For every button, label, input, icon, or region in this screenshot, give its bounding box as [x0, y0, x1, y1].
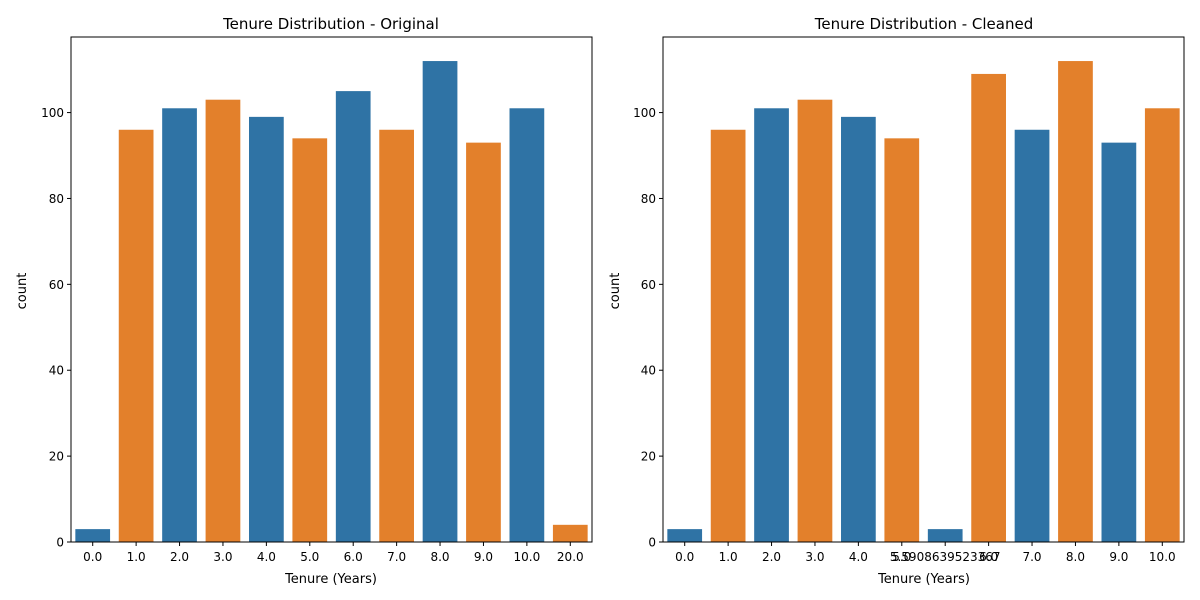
bar — [841, 116, 876, 543]
chart-original: Tenure Distribution - Original Tenure (Y… — [15, 15, 593, 587]
bar — [797, 99, 833, 542]
bar — [884, 138, 920, 542]
x-tick-label: 5.0 — [892, 550, 911, 564]
bar — [552, 524, 588, 542]
bar — [118, 129, 154, 542]
y-tick-label: 100 — [633, 106, 656, 120]
bar — [1144, 108, 1180, 542]
x-tick-label: 1.0 — [719, 550, 738, 564]
x-tick-label: 10.0 — [514, 550, 541, 564]
y-tick-label: 60 — [49, 278, 64, 292]
bar — [1101, 142, 1137, 542]
chart-title: Tenure Distribution - Cleaned — [814, 15, 1033, 33]
x-tick-label: 4.0 — [257, 550, 276, 564]
y-tick-label: 0 — [648, 536, 656, 550]
y-tick-label: 80 — [641, 192, 656, 206]
x-tick-label: 2.0 — [170, 550, 189, 564]
bar — [971, 73, 1006, 543]
x-tick-label: 1.0 — [127, 550, 146, 564]
bar — [509, 108, 545, 542]
x-tick-label: 9.0 — [474, 550, 493, 564]
x-tick-label: 0.0 — [83, 550, 102, 564]
y-axis-label: count — [15, 273, 30, 310]
bar — [75, 529, 111, 542]
bar — [466, 142, 501, 542]
bar — [1058, 61, 1093, 543]
bar — [422, 61, 458, 543]
x-tick-label: 2.0 — [762, 550, 781, 564]
x-tick-label: 20.0 — [557, 550, 584, 564]
x-axis-label: Tenure (Years) — [284, 572, 377, 587]
y-tick-label: 40 — [49, 364, 64, 378]
bar — [249, 116, 284, 543]
x-tick-label: 5.0 — [300, 550, 319, 564]
bar — [710, 129, 746, 542]
x-tick-label: 7.0 — [1022, 550, 1041, 564]
y-tick-label: 100 — [41, 106, 64, 120]
x-tick-label: 5.5908639523367 — [890, 550, 1001, 564]
bar — [754, 108, 789, 542]
x-axis-label: Tenure (Years) — [877, 572, 970, 587]
plot-frame — [70, 36, 593, 543]
y-tick-label: 80 — [49, 192, 64, 206]
y-tick-label: 20 — [641, 450, 656, 464]
x-tick-label: 3.0 — [213, 550, 232, 564]
bar — [335, 91, 371, 543]
x-tick-label: 6.0 — [344, 550, 363, 564]
chart-cleaned: Tenure Distribution - Cleaned Tenure (Ye… — [608, 15, 1185, 587]
bar — [1014, 129, 1050, 542]
y-tick-label: 40 — [641, 364, 656, 378]
plot-frame — [662, 36, 1185, 543]
x-tick-label: 8.0 — [430, 550, 449, 564]
bar — [379, 129, 414, 542]
x-tick-label: 8.0 — [1066, 550, 1085, 564]
x-tick-label: 4.0 — [849, 550, 868, 564]
bar — [162, 108, 197, 542]
bar — [667, 529, 703, 542]
x-tick-label: 6.0 — [979, 550, 998, 564]
y-tick-label: 0 — [56, 536, 64, 550]
bar — [292, 138, 328, 542]
x-tick-label: 3.0 — [805, 550, 824, 564]
bar — [205, 99, 241, 542]
y-tick-label: 60 — [641, 278, 656, 292]
bar — [927, 529, 963, 542]
x-tick-label: 9.0 — [1109, 550, 1128, 564]
x-tick-label: 7.0 — [387, 550, 406, 564]
y-axis-label: count — [608, 273, 623, 310]
chart-title: Tenure Distribution - Original — [222, 15, 439, 33]
x-tick-label: 10.0 — [1149, 550, 1176, 564]
x-tick-label: 0.0 — [675, 550, 694, 564]
y-tick-label: 20 — [49, 450, 64, 464]
